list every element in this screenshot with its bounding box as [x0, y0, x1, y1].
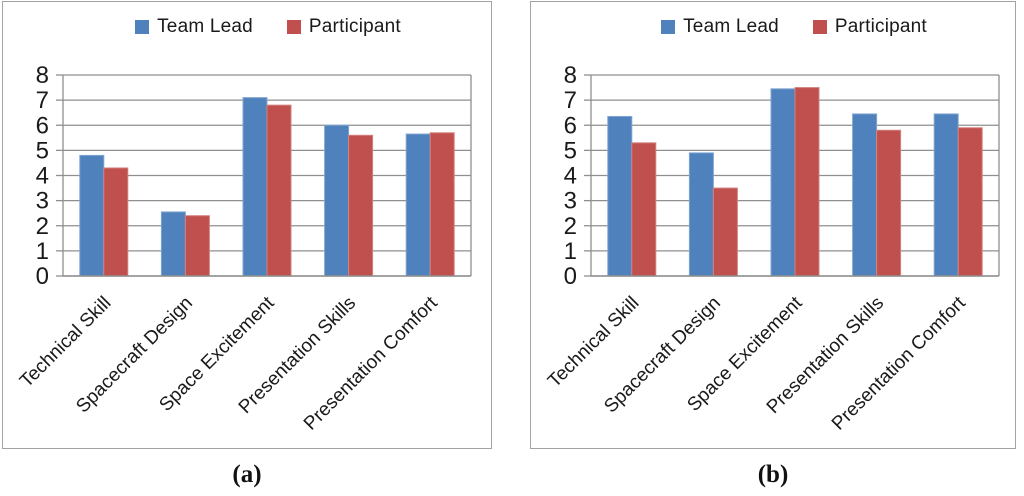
chart-panel-a: 0 1 2 3 4 5 6 7 8 Technical Skill Spacecraft Desig… [2, 1, 492, 449]
bar-participant-technical-skill [631, 142, 657, 277]
y-tick-label-3: 3 [564, 188, 577, 215]
y-tick-label-2: 2 [564, 213, 577, 240]
legend-swatch-participant [286, 20, 301, 34]
y-tick-label-6: 6 [564, 112, 577, 139]
y-tick-label-1: 1 [36, 238, 49, 265]
legend-a: Team Lead Participant [63, 16, 473, 38]
y-tick-label-4: 4 [564, 163, 577, 190]
legend-item-participant: Participant [286, 16, 401, 38]
series-team-lead [79, 97, 431, 277]
bar-team-lead-presentation-skills [852, 113, 878, 277]
x-tick-label-presentation-comfort: Presentation Comfort [300, 292, 442, 434]
legend-label-participant: Participant [834, 16, 927, 37]
y-tick-label-0: 0 [564, 263, 577, 290]
y-tick-label-8: 8 [36, 62, 49, 89]
series-participant [631, 87, 983, 277]
bar-participant-space-excitement [266, 104, 292, 277]
bar-participant-spacecraft-design [712, 187, 738, 277]
legend-swatch-participant [812, 20, 827, 34]
bar-team-lead-space-excitement [242, 97, 268, 277]
bar-team-lead-spacecraft-design [160, 211, 186, 277]
y-tick-label-5: 5 [564, 137, 577, 164]
bar-participant-spacecraft-design [184, 215, 210, 277]
y-tick-label-5: 5 [36, 137, 49, 164]
bar-team-lead-technical-skill [79, 154, 105, 277]
series-team-lead [607, 88, 959, 277]
series-participant [103, 104, 455, 277]
subfigure-caption-b: (b) [757, 461, 789, 488]
bar-participant-presentation-skills [348, 134, 374, 277]
y-tick-label-6: 6 [36, 112, 49, 139]
bar-participant-presentation-skills [876, 129, 902, 277]
y-tick-label-2: 2 [36, 213, 49, 240]
legend-label-participant: Participant [308, 16, 401, 37]
y-tick-label-4: 4 [36, 163, 49, 190]
legend-b: Team Lead Participant [591, 16, 997, 38]
legend-label-team-lead: Team Lead [683, 16, 779, 37]
bar-participant-technical-skill [103, 167, 129, 277]
legend-item-team-lead: Team Lead [135, 16, 253, 38]
bar-team-lead-presentation-comfort [933, 113, 959, 277]
bar-team-lead-space-excitement [770, 88, 796, 277]
y-tick-label-7: 7 [564, 87, 577, 114]
chart-panel-b: 0 1 2 3 4 5 6 7 8 Technical Skill Spacecraft Desig… [530, 1, 1016, 449]
y-tick-label-3: 3 [36, 188, 49, 215]
bar-team-lead-presentation-comfort [405, 133, 431, 277]
legend-item-participant: Participant [812, 16, 927, 38]
legend-swatch-team-lead [135, 20, 150, 34]
legend-label-team-lead: Team Lead [157, 16, 253, 37]
bar-team-lead-presentation-skills [324, 124, 350, 277]
bar-team-lead-technical-skill [607, 115, 633, 277]
legend-item-team-lead: Team Lead [661, 16, 779, 38]
legend-swatch-team-lead [661, 20, 676, 34]
y-tick-label-8: 8 [564, 62, 577, 89]
y-tick-label-7: 7 [36, 87, 49, 114]
y-tick-label-1: 1 [564, 238, 577, 265]
bar-participant-presentation-comfort [957, 127, 983, 277]
y-tick-label-0: 0 [36, 263, 49, 290]
bar-team-lead-spacecraft-design [688, 152, 714, 277]
subfigure-caption-a: (a) [232, 461, 262, 488]
x-tick-label-presentation-comfort: Presentation Comfort [828, 292, 970, 434]
bar-participant-space-excitement [794, 87, 820, 277]
bar-participant-presentation-comfort [429, 132, 455, 277]
